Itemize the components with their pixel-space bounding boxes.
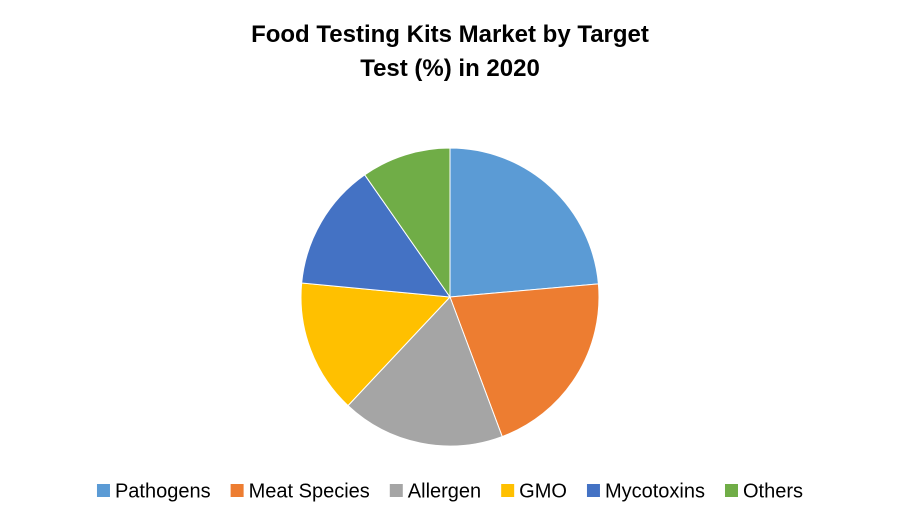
pie-slice	[449, 283, 600, 438]
legend-label: Mycotoxins	[605, 480, 705, 502]
pie-slice	[449, 147, 599, 298]
pie-slice	[347, 296, 503, 447]
pie-slice	[364, 147, 451, 299]
legend-swatch	[96, 484, 110, 497]
legend-label: Others	[743, 480, 803, 502]
pie-slice	[300, 282, 452, 407]
chart-title: Food Testing Kits Market by Target Test …	[251, 21, 649, 82]
legend-swatch	[230, 484, 244, 497]
legend-swatch	[724, 484, 738, 497]
legend-label: Meat Species	[249, 480, 370, 502]
legend-label: GMO	[519, 480, 567, 502]
legend-swatch	[389, 484, 403, 497]
legend-swatch	[501, 484, 515, 497]
pie-slice	[301, 174, 452, 298]
legend-swatch	[586, 484, 600, 497]
legend-label: Allergen	[408, 480, 481, 502]
legend-label: Pathogens	[115, 480, 211, 502]
